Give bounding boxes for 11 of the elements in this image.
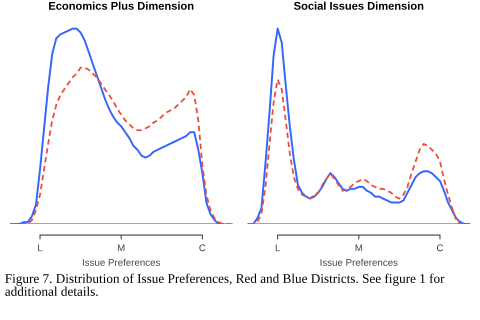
chart-title: Social Issues Dimension (294, 2, 424, 10)
x-tick-label: C (199, 244, 206, 252)
x-axis-title: Issue Preferences (320, 258, 398, 266)
x-tick-label: M (118, 244, 124, 252)
chart-title: Economics Plus Dimension (49, 2, 194, 10)
x-tick-label: L (276, 244, 280, 252)
caption: Figure 7. Distribution of Issue Preferences, Red and Blue Districts. See figure 1 for additional details. (5, 274, 444, 296)
x-axis-title: Issue Preferences (82, 258, 160, 266)
x-tick-label: C (436, 244, 444, 252)
x-tick-label: M (356, 244, 362, 252)
x-tick-label: L (38, 244, 42, 252)
